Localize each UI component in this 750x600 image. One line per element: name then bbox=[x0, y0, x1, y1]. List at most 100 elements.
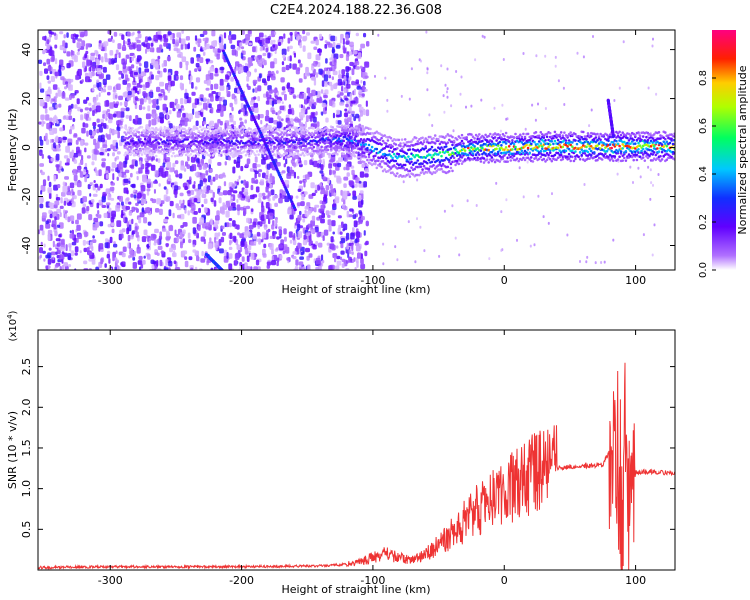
noise-cell bbox=[348, 51, 353, 56]
ridge-cell bbox=[440, 154, 443, 158]
noise-cell bbox=[212, 191, 215, 198]
noise-cell bbox=[65, 145, 70, 153]
noise-cell bbox=[400, 94, 403, 98]
noise-cell bbox=[56, 208, 62, 214]
noise-cell bbox=[108, 207, 112, 213]
ridge-cell bbox=[355, 151, 358, 154]
noise-cell bbox=[442, 94, 445, 98]
spectrogram-noise bbox=[38, 30, 660, 270]
ridge-cell bbox=[361, 124, 364, 128]
noise-cell bbox=[335, 113, 340, 118]
noise-cell bbox=[420, 59, 422, 63]
noise-cell bbox=[345, 268, 350, 270]
ridge-cell bbox=[487, 134, 490, 138]
noise-cell bbox=[281, 194, 286, 199]
noise-cell bbox=[334, 265, 340, 270]
noise-cell bbox=[289, 45, 293, 50]
noise-cell bbox=[169, 224, 173, 231]
noise-cell bbox=[259, 63, 262, 68]
noise-cell bbox=[154, 170, 159, 178]
noise-cell bbox=[143, 97, 147, 103]
noise-cell bbox=[297, 118, 300, 123]
noise-cell bbox=[194, 86, 198, 90]
noise-cell bbox=[220, 236, 225, 243]
noise-cell bbox=[104, 263, 107, 268]
noise-cell bbox=[653, 136, 656, 140]
ridge-cell bbox=[262, 126, 265, 129]
noise-cell bbox=[343, 183, 347, 188]
noise-cell bbox=[315, 111, 318, 116]
noise-cell bbox=[315, 241, 319, 246]
noise-cell bbox=[69, 94, 72, 100]
noise-cell bbox=[88, 268, 92, 270]
noise-cell bbox=[184, 186, 188, 191]
ridge-cell bbox=[342, 152, 345, 156]
noise-cell bbox=[332, 41, 336, 48]
noise-cell bbox=[259, 32, 264, 38]
noise-cell bbox=[93, 100, 97, 106]
noise-cell bbox=[277, 116, 282, 120]
noise-cell bbox=[244, 108, 247, 115]
noise-cell bbox=[280, 118, 284, 122]
noise-cell bbox=[350, 165, 355, 169]
noise-cell bbox=[92, 125, 96, 130]
ridge-cell bbox=[400, 147, 404, 151]
noise-cell bbox=[358, 210, 362, 215]
noise-cell bbox=[115, 259, 119, 264]
noise-cell bbox=[297, 223, 301, 231]
noise-cell bbox=[224, 222, 227, 228]
noise-cell bbox=[153, 189, 156, 194]
noise-cell bbox=[268, 117, 274, 124]
noise-cell bbox=[223, 99, 227, 106]
noise-cell bbox=[39, 151, 42, 155]
noise-cell bbox=[160, 200, 165, 205]
noise-cell bbox=[278, 229, 283, 236]
noise-cell bbox=[274, 202, 278, 207]
noise-cell bbox=[245, 196, 249, 202]
ridge-cell bbox=[465, 136, 468, 139]
ridge-cell bbox=[493, 136, 497, 139]
noise-cell bbox=[637, 166, 640, 170]
noise-cell bbox=[340, 189, 343, 196]
noise-cell bbox=[83, 268, 89, 270]
noise-cell bbox=[131, 218, 134, 225]
noise-cell bbox=[49, 128, 55, 135]
noise-cell bbox=[162, 34, 167, 39]
noise-cell bbox=[314, 226, 319, 233]
noise-cell bbox=[244, 119, 247, 124]
noise-cell bbox=[356, 54, 360, 59]
ridge-cell bbox=[203, 127, 207, 130]
ridge-cell bbox=[492, 158, 495, 161]
noise-cell bbox=[88, 214, 93, 221]
ridge-cell bbox=[232, 151, 235, 154]
noise-cell bbox=[307, 52, 312, 60]
noise-cell bbox=[165, 196, 169, 202]
noise-cell bbox=[254, 156, 258, 163]
noise-cell bbox=[84, 72, 89, 78]
ridge-cell bbox=[405, 152, 409, 155]
noise-cell bbox=[101, 56, 104, 63]
noise-cell bbox=[111, 58, 115, 65]
noise-cell bbox=[47, 88, 52, 95]
ridge-cell bbox=[312, 127, 316, 130]
noise-cell bbox=[138, 217, 142, 224]
noise-cell bbox=[91, 239, 97, 243]
noise-cell bbox=[198, 207, 201, 214]
noise-cell bbox=[283, 33, 286, 39]
ridge-cell bbox=[235, 143, 238, 147]
ridge-cell bbox=[249, 146, 253, 149]
noise-cell bbox=[88, 117, 92, 121]
noise-cell bbox=[111, 162, 117, 168]
noise-cell bbox=[340, 33, 344, 40]
noise-cell bbox=[629, 165, 632, 169]
noise-cell bbox=[228, 253, 233, 259]
noise-cell bbox=[321, 80, 325, 87]
ridge-cell bbox=[296, 149, 300, 153]
ridge-cell bbox=[443, 158, 446, 162]
noise-cell bbox=[55, 135, 59, 140]
noise-cell bbox=[116, 120, 120, 126]
noise-cell bbox=[63, 200, 67, 206]
ridge-cell bbox=[236, 146, 240, 149]
noise-cell bbox=[53, 267, 57, 270]
noise-cell bbox=[229, 38, 233, 44]
